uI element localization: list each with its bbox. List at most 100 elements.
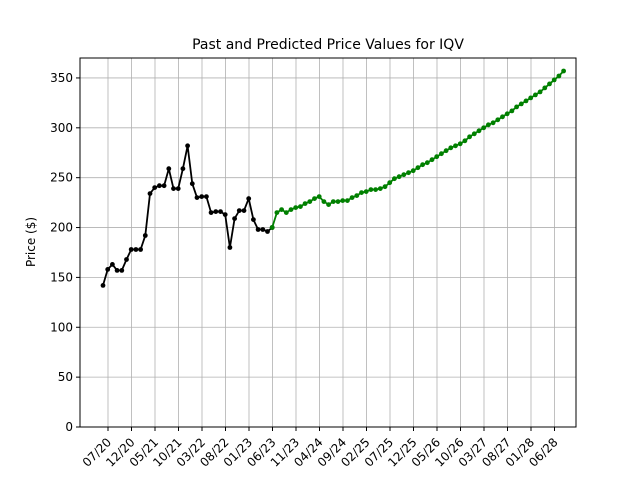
predicted-price-point bbox=[307, 199, 313, 205]
past-price-point bbox=[189, 181, 195, 187]
predicted-price-point bbox=[373, 187, 378, 193]
past-price-point bbox=[110, 262, 115, 267]
predicted-price-point bbox=[274, 210, 280, 216]
predicted-price-point bbox=[415, 165, 421, 171]
past-price-point bbox=[138, 247, 144, 252]
past-price-point bbox=[175, 186, 181, 192]
predicted-price-point bbox=[476, 128, 482, 134]
predicted-price-point bbox=[288, 207, 294, 213]
predicted-price-point bbox=[279, 207, 284, 213]
y-tick-label: 150 bbox=[50, 270, 73, 284]
past-price-point bbox=[133, 247, 139, 252]
y-tick-label: 250 bbox=[50, 171, 73, 185]
predicted-price-point bbox=[283, 210, 289, 216]
predicted-price-point bbox=[504, 111, 510, 117]
past-price-point bbox=[265, 229, 270, 234]
predicted-price-point bbox=[382, 184, 388, 190]
predicted-price-point bbox=[335, 199, 341, 205]
predicted-price-point bbox=[462, 138, 468, 144]
past-price-point bbox=[213, 209, 219, 215]
predicted-price-point bbox=[269, 225, 275, 230]
predicted-price-point bbox=[302, 201, 308, 207]
predicted-price-point bbox=[500, 114, 505, 120]
series-layer bbox=[100, 68, 566, 288]
y-tick-label: 350 bbox=[50, 71, 73, 85]
predicted-price-point bbox=[495, 117, 501, 123]
predicted-price-point bbox=[363, 189, 369, 195]
y-axis: 0 50 100 150 200 250 300 350 bbox=[50, 71, 80, 434]
past-price-point bbox=[208, 210, 214, 216]
past-price-point bbox=[166, 166, 172, 172]
past-price-point bbox=[222, 212, 228, 218]
past-price-point bbox=[246, 196, 252, 202]
predicted-price-point bbox=[486, 122, 491, 128]
predicted-price-point bbox=[481, 125, 487, 131]
predicted-price-point bbox=[420, 162, 425, 168]
past-price-point bbox=[114, 268, 120, 273]
past-price-point bbox=[142, 233, 148, 238]
predicted-price-point bbox=[457, 141, 463, 147]
predicted-price-point bbox=[439, 151, 444, 157]
predicted-price-point bbox=[561, 68, 566, 74]
past-price-point bbox=[147, 191, 153, 197]
y-axis-label: Price ($) bbox=[24, 217, 38, 267]
predicted-price-point bbox=[547, 81, 552, 87]
predicted-price-point bbox=[312, 196, 317, 202]
plot-frame bbox=[79, 57, 577, 428]
past-price-point bbox=[100, 283, 106, 288]
predicted-price-point bbox=[298, 204, 303, 210]
y-tick-label: 300 bbox=[50, 121, 73, 135]
predicted-price-point bbox=[533, 92, 538, 98]
past-price-point bbox=[236, 208, 242, 214]
past-price-point bbox=[241, 208, 247, 214]
predicted-price-point bbox=[396, 174, 402, 180]
past-price-point bbox=[105, 267, 111, 272]
predicted-price-point bbox=[359, 190, 364, 196]
past-price-point bbox=[128, 247, 134, 252]
past-price-point bbox=[180, 166, 186, 172]
predicted-price-point bbox=[467, 134, 472, 140]
past-price-point bbox=[232, 216, 238, 222]
past-price-point bbox=[255, 227, 261, 232]
predicted-price-point bbox=[377, 186, 383, 192]
predicted-price-point bbox=[542, 85, 548, 91]
past-price-point bbox=[194, 195, 200, 201]
past-price-point bbox=[204, 194, 209, 200]
past-price-point bbox=[218, 209, 223, 215]
past-price-point bbox=[185, 143, 191, 149]
predicted-price-point bbox=[443, 148, 449, 154]
y-tick-label: 50 bbox=[58, 370, 73, 384]
predicted-price-point bbox=[410, 168, 416, 174]
past-price-point bbox=[199, 194, 205, 200]
predicted-price-point bbox=[528, 95, 534, 101]
predicted-price-point bbox=[453, 143, 458, 149]
predicted-price-point bbox=[316, 194, 322, 200]
predicted-price-point bbox=[401, 172, 407, 178]
predicted-price-point bbox=[509, 108, 515, 114]
predicted-price-point bbox=[345, 198, 350, 204]
predicted-price-point bbox=[518, 101, 524, 107]
predicted-price-point bbox=[551, 77, 557, 83]
predicted-price-point bbox=[387, 180, 393, 186]
predicted-price-point bbox=[326, 202, 331, 208]
past-price-point bbox=[227, 245, 233, 250]
predicted-price-point bbox=[406, 170, 411, 176]
predicted-price-point bbox=[556, 73, 562, 79]
chart-title: Past and Predicted Price Values for IQV bbox=[192, 37, 464, 53]
predicted-price-point bbox=[354, 193, 360, 199]
predicted-price-point bbox=[424, 160, 430, 166]
past-price-point bbox=[157, 183, 162, 189]
predicted-price-point bbox=[471, 131, 477, 137]
grid bbox=[80, 58, 576, 428]
predicted-price-point bbox=[523, 98, 529, 104]
predicted-price-point bbox=[434, 154, 440, 160]
predicted-price-point bbox=[368, 187, 374, 193]
predicted-price-point bbox=[340, 198, 346, 204]
y-tick-label: 0 bbox=[65, 420, 73, 434]
past-price-point bbox=[251, 217, 256, 223]
predicted-price-point bbox=[514, 104, 519, 110]
past-price-point bbox=[152, 185, 158, 191]
predicted-price-point bbox=[349, 195, 355, 201]
